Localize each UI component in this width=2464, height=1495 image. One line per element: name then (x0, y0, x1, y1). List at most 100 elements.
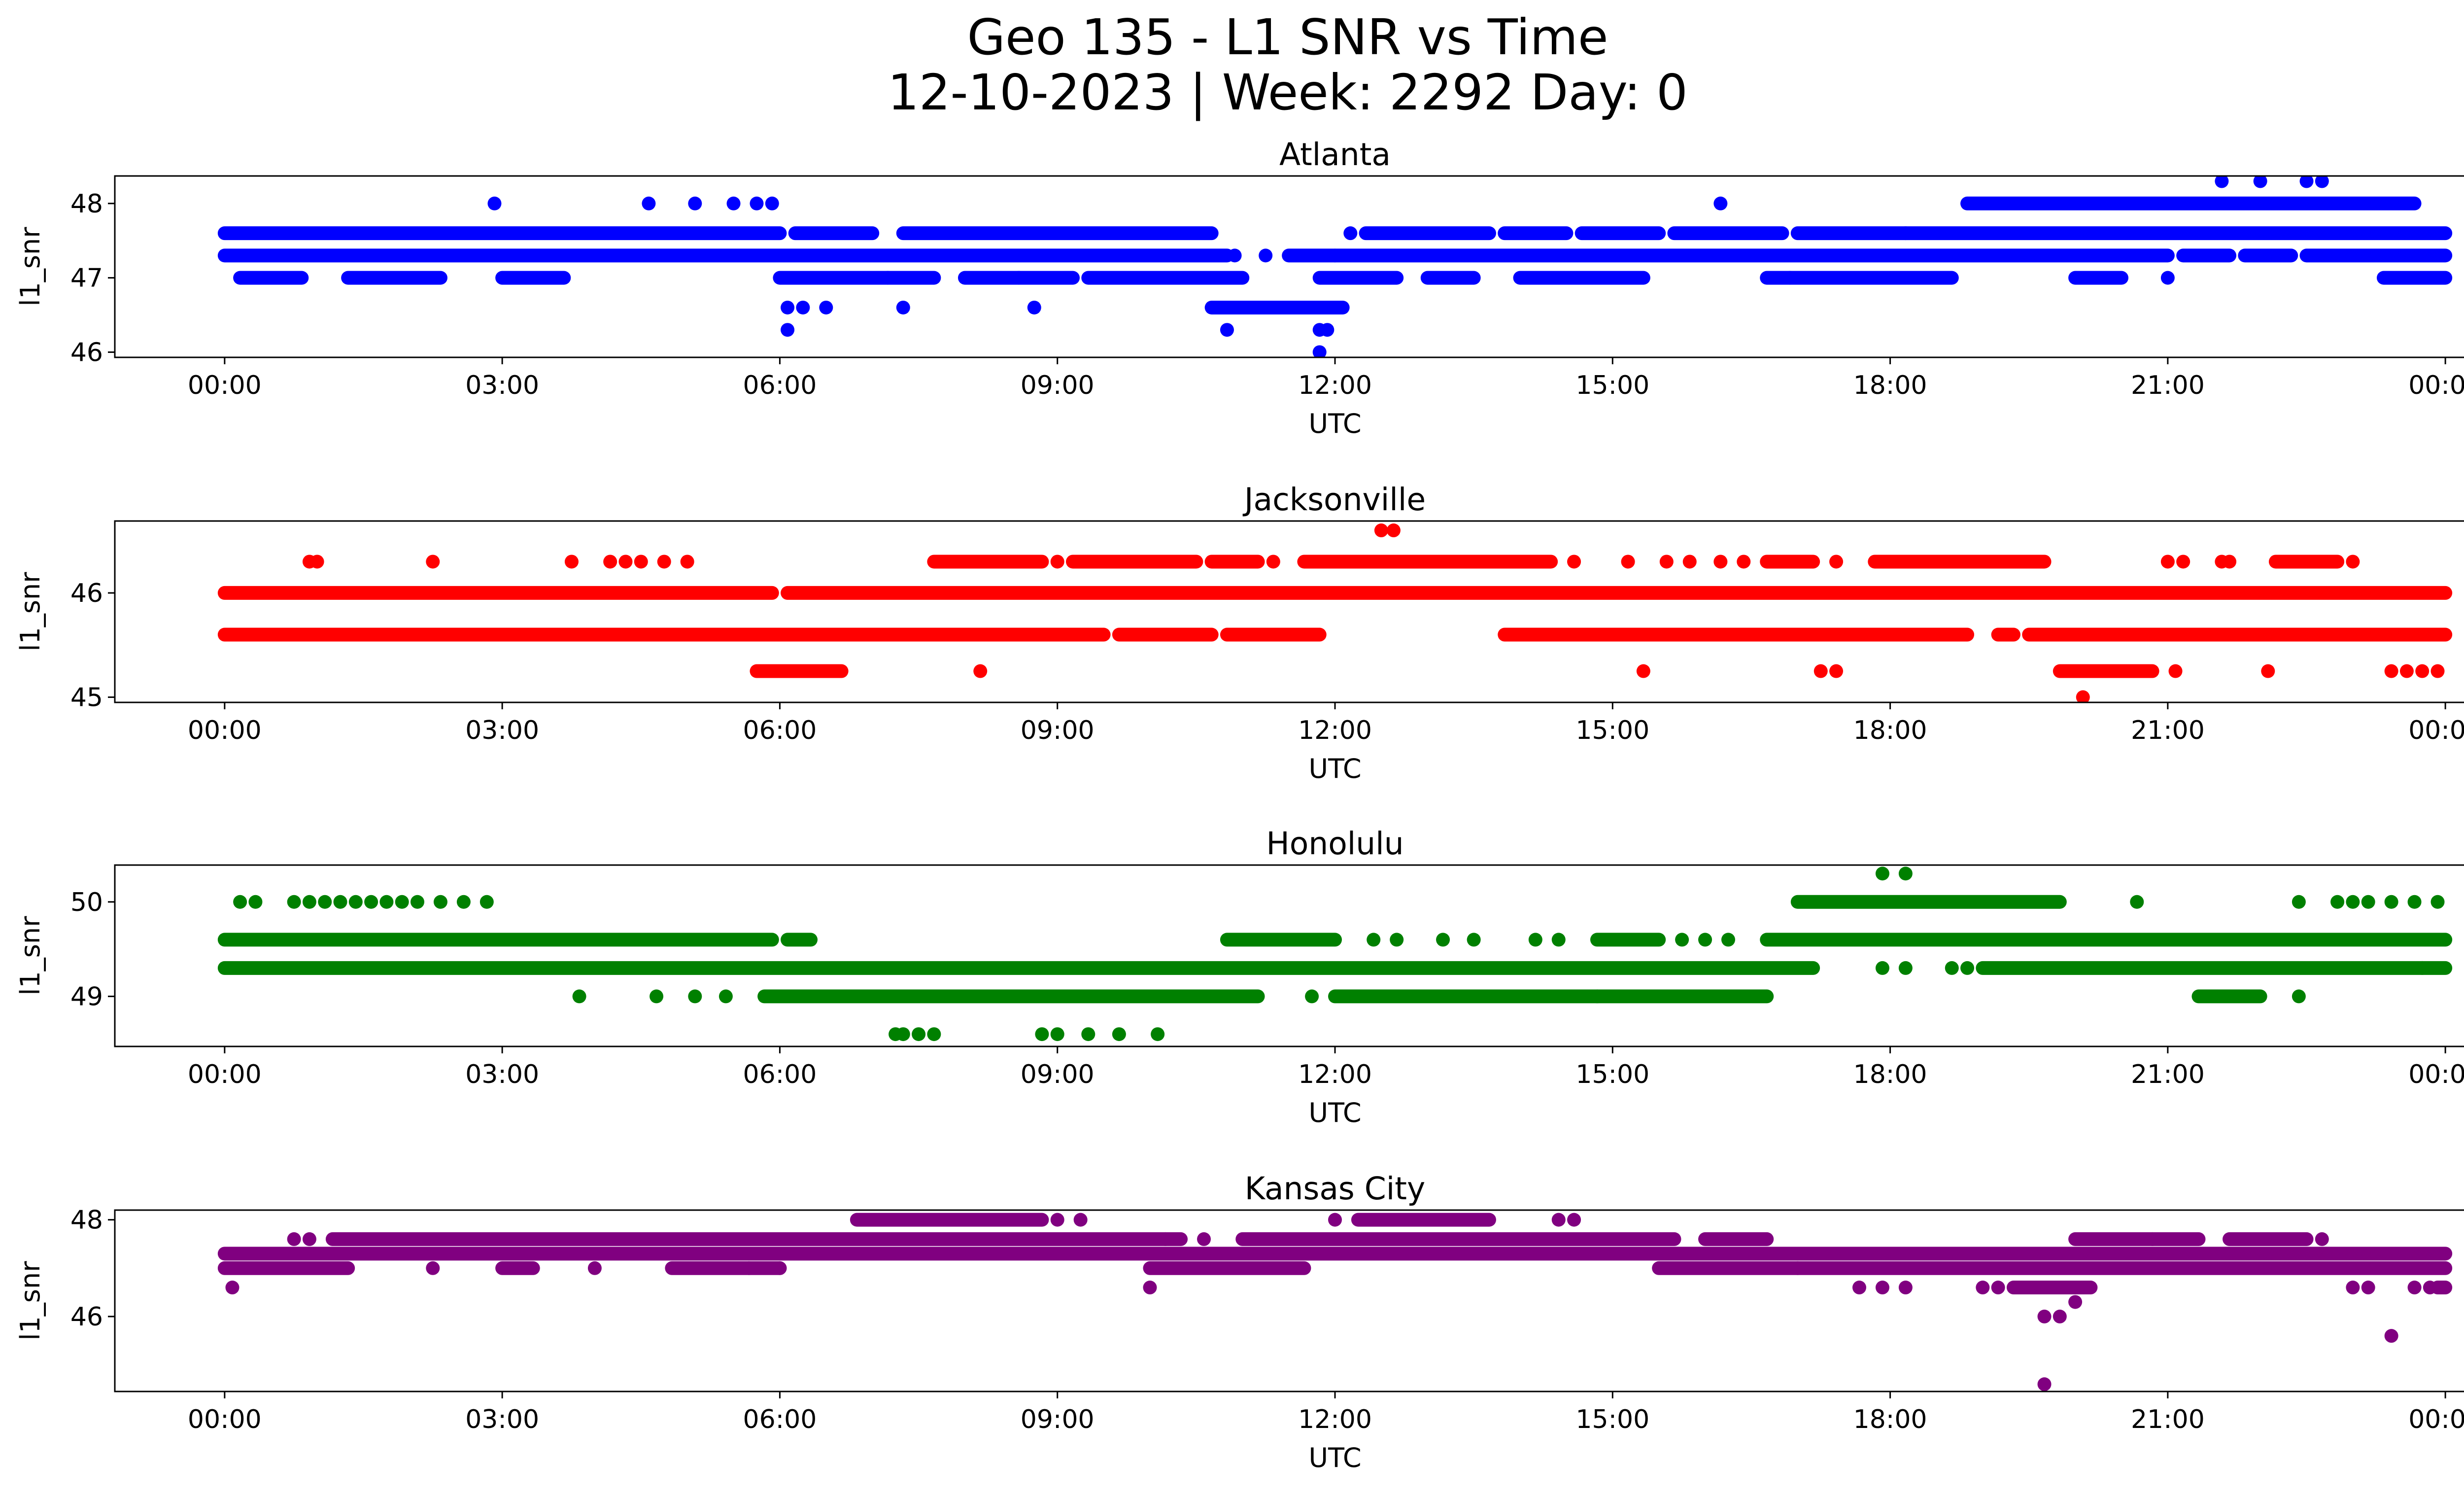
data-point (2176, 555, 2190, 569)
scatter-series (217, 1213, 2453, 1391)
data-point (2346, 895, 2360, 909)
x-tick-label: 06:00 (743, 716, 817, 745)
subplot-title: Atlanta (1279, 137, 1391, 173)
data-point (2261, 664, 2275, 678)
y-tick-label: 48 (70, 189, 103, 219)
data-point (2068, 1295, 2083, 1309)
data-point (2415, 664, 2430, 678)
y-tick-label: 45 (70, 683, 103, 712)
data-point (1266, 555, 1280, 569)
x-tick-label: 15:00 (1575, 371, 1649, 400)
data-point (973, 664, 988, 678)
data-point (2292, 895, 2306, 909)
data-point (1143, 1281, 1157, 1295)
y-axis-label: l1_snr (15, 916, 46, 996)
data-point (426, 555, 440, 569)
data-point (680, 555, 694, 569)
data-point (688, 989, 702, 1004)
x-tick-label: 03:00 (465, 1405, 539, 1434)
data-point (927, 1027, 941, 1042)
data-point (765, 196, 779, 210)
data-point (1467, 933, 1481, 947)
data-point (302, 895, 316, 909)
x-tick-label: 03:00 (465, 371, 539, 400)
data-point (333, 895, 347, 909)
data-point (2160, 555, 2175, 569)
data-point (1682, 555, 1697, 569)
data-point (1158, 1232, 1172, 1246)
data-point (2415, 961, 2430, 975)
data-point (1621, 555, 1635, 569)
y-tick-label: 50 (70, 888, 103, 917)
data-point (2145, 1232, 2159, 1246)
y-tick-label: 46 (70, 338, 103, 367)
data-point (1367, 933, 1381, 947)
data-point (1551, 933, 1566, 947)
data-point (1875, 961, 1889, 975)
x-tick-label: 12:00 (1298, 371, 1372, 400)
data-point (796, 300, 810, 314)
data-point (657, 555, 671, 569)
data-point (2215, 176, 2229, 188)
data-point (2330, 895, 2345, 909)
data-point (287, 895, 301, 909)
data-point (618, 555, 633, 569)
x-tick-label: 00:00 (2408, 1405, 2464, 1434)
data-point (1012, 271, 1026, 285)
y-axis-label: l1_snr (15, 572, 46, 652)
data-point (2361, 1281, 2375, 1295)
x-tick-label: 00:00 (2408, 716, 2464, 745)
data-point (2407, 1281, 2422, 1295)
data-point (310, 555, 324, 569)
data-point (650, 989, 664, 1004)
data-point (426, 1261, 440, 1275)
data-point (2315, 1232, 2329, 1246)
data-point (1081, 1027, 1095, 1042)
data-point (1027, 300, 1041, 314)
data-point (348, 895, 363, 909)
data-point (881, 271, 895, 285)
y-tick-label: 46 (70, 579, 103, 608)
data-point (2160, 271, 2175, 285)
data-point (1991, 1281, 2005, 1295)
data-point (1721, 933, 1735, 947)
data-point (1374, 523, 1388, 538)
data-point (1528, 933, 1542, 947)
y-tick-label: 46 (70, 1302, 103, 1332)
data-point (2346, 1281, 2360, 1295)
data-point (1829, 555, 1844, 569)
figure-title-line2: 12-10-2023 | Week: 2292 Day: 0 (888, 64, 1687, 121)
data-point (1312, 345, 1327, 357)
data-point (1197, 1232, 1211, 1246)
data-point (1698, 933, 1712, 947)
data-point (742, 1261, 756, 1275)
data-point (2423, 1281, 2437, 1295)
data-point (1436, 933, 1450, 947)
data-point (1220, 323, 1234, 337)
data-point (1659, 555, 1674, 569)
data-point (287, 1232, 301, 1246)
x-tick-label: 21:00 (2131, 716, 2205, 745)
x-tick-label: 12:00 (1298, 716, 1372, 745)
data-point (2299, 176, 2314, 188)
x-tick-label: 03:00 (465, 716, 539, 745)
x-tick-label: 21:00 (2131, 371, 2205, 400)
data-point (2037, 1309, 2052, 1323)
x-tick-label: 15:00 (1575, 716, 1649, 745)
data-point (411, 895, 425, 909)
data-point (225, 1281, 240, 1295)
data-point (379, 895, 394, 909)
data-point (1898, 961, 1913, 975)
data-point (1228, 248, 1242, 263)
data-point (1636, 664, 1650, 678)
data-point (2168, 664, 2183, 678)
data-point (688, 196, 702, 210)
data-point (318, 895, 332, 909)
data-point (912, 1027, 926, 1042)
x-axis-label: UTC (1308, 1442, 1361, 1473)
data-point (1050, 555, 1064, 569)
data-point (1898, 867, 1913, 881)
x-tick-label: 09:00 (1021, 716, 1095, 745)
data-point (1073, 1213, 1088, 1227)
